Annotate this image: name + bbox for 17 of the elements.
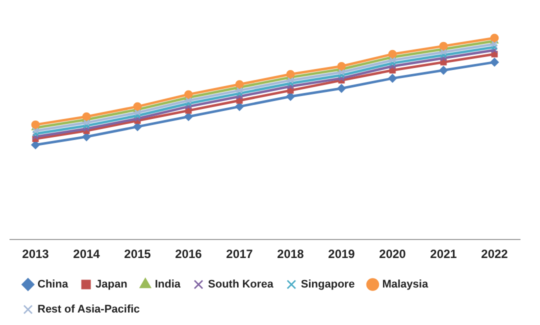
- legend-label: Japan: [96, 278, 128, 291]
- x-tick-label: 2016: [175, 247, 202, 262]
- x-tick-label: 2014: [73, 247, 100, 262]
- legend-label: Malaysia: [382, 278, 429, 291]
- x-tick-label: 2019: [328, 247, 356, 262]
- x-tick-label: 2022: [481, 247, 508, 262]
- legend-label: Rest of Asia-Pacific: [38, 304, 140, 316]
- legend-label: Singapore: [300, 278, 355, 291]
- x-tick-label: 2017: [226, 247, 254, 262]
- x-tick-label: 2020: [379, 247, 406, 262]
- legend-label: China: [38, 278, 69, 291]
- legend-label: South Korea: [208, 278, 274, 291]
- x-tick-label: 2018: [277, 247, 304, 262]
- legend-label: India: [154, 278, 182, 291]
- x-tick-label: 2013: [22, 247, 50, 262]
- x-tick-label: 2015: [124, 247, 152, 262]
- x-tick-label: 2021: [430, 247, 458, 262]
